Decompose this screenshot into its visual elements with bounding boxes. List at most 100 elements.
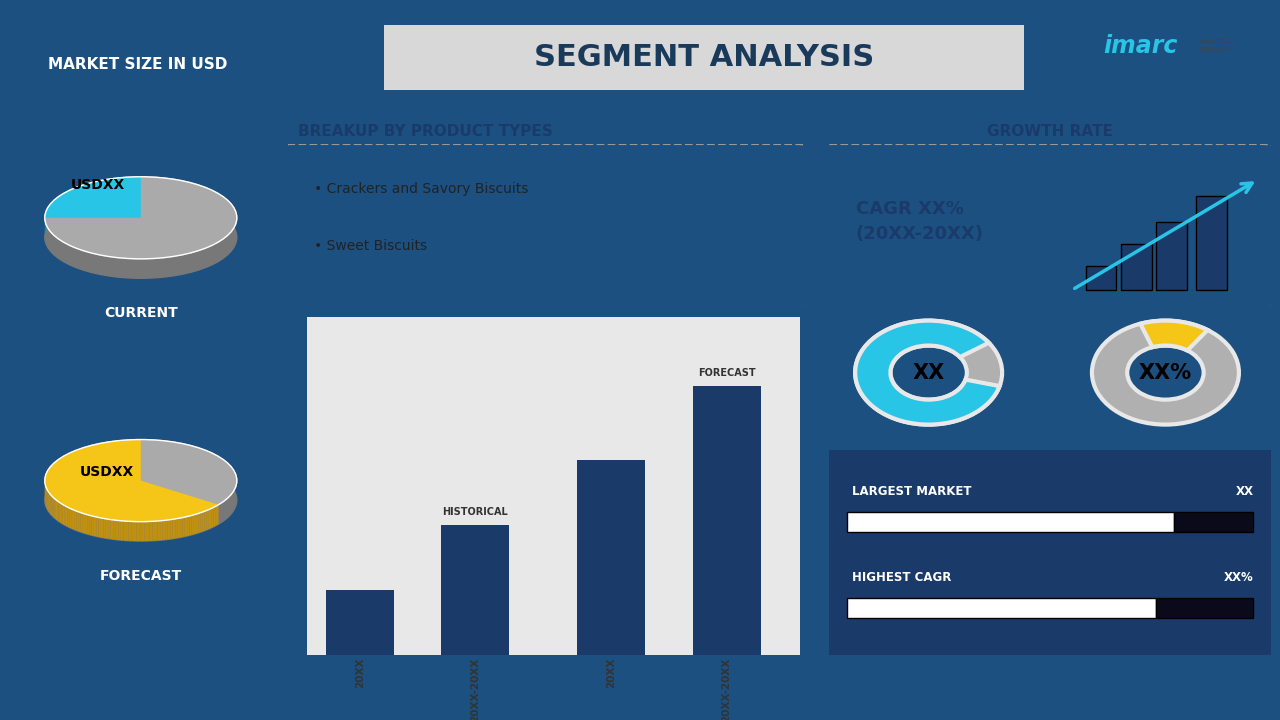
Polygon shape	[93, 444, 95, 464]
Polygon shape	[70, 452, 72, 472]
Ellipse shape	[45, 439, 237, 521]
Polygon shape	[60, 457, 63, 477]
FancyBboxPatch shape	[817, 444, 1280, 662]
Text: USDXX: USDXX	[70, 179, 124, 192]
Polygon shape	[136, 440, 138, 459]
Polygon shape	[99, 518, 101, 537]
Polygon shape	[123, 521, 127, 541]
Polygon shape	[196, 513, 198, 534]
Polygon shape	[210, 508, 211, 528]
Text: SEGMENT ANALYSIS: SEGMENT ANALYSIS	[534, 43, 874, 72]
Polygon shape	[81, 513, 83, 533]
Polygon shape	[134, 521, 137, 541]
Text: • Sweet Biscuits: • Sweet Biscuits	[314, 239, 428, 253]
Polygon shape	[45, 439, 219, 521]
Polygon shape	[45, 176, 141, 217]
Polygon shape	[120, 441, 123, 460]
FancyBboxPatch shape	[847, 598, 1156, 618]
Polygon shape	[202, 511, 205, 531]
Polygon shape	[192, 515, 193, 535]
Wedge shape	[855, 320, 1002, 425]
FancyBboxPatch shape	[352, 22, 1056, 93]
Polygon shape	[72, 509, 73, 529]
Polygon shape	[127, 521, 129, 541]
Polygon shape	[140, 521, 142, 541]
Text: MARKET SIZE IN USD: MARKET SIZE IN USD	[47, 58, 228, 72]
Polygon shape	[63, 505, 64, 525]
Polygon shape	[215, 505, 216, 526]
Polygon shape	[100, 443, 102, 463]
Polygon shape	[109, 519, 111, 539]
Text: HIGHEST CAGR: HIGHEST CAGR	[851, 571, 951, 584]
Polygon shape	[165, 520, 168, 540]
Polygon shape	[113, 520, 115, 540]
Wedge shape	[855, 320, 1000, 425]
Polygon shape	[102, 443, 105, 462]
Polygon shape	[68, 507, 69, 528]
Polygon shape	[206, 510, 209, 530]
Polygon shape	[81, 448, 82, 468]
Bar	[692, 386, 760, 655]
Polygon shape	[178, 518, 180, 538]
Text: FORECAST: FORECAST	[100, 569, 182, 582]
FancyBboxPatch shape	[847, 511, 1174, 532]
Polygon shape	[129, 521, 132, 541]
Polygon shape	[150, 521, 152, 541]
Polygon shape	[155, 521, 157, 541]
Polygon shape	[111, 520, 113, 539]
Polygon shape	[58, 459, 59, 480]
Polygon shape	[175, 518, 178, 539]
Polygon shape	[69, 508, 72, 528]
Text: CURRENT: CURRENT	[104, 306, 178, 320]
Polygon shape	[74, 510, 77, 531]
Polygon shape	[200, 512, 202, 532]
Text: XX%: XX%	[1139, 363, 1192, 382]
Polygon shape	[88, 446, 91, 466]
Text: USDXX: USDXX	[81, 465, 134, 479]
FancyBboxPatch shape	[1196, 196, 1226, 290]
Polygon shape	[92, 516, 93, 536]
Text: HISTORICAL: HISTORICAL	[442, 507, 508, 517]
Polygon shape	[59, 502, 60, 522]
Polygon shape	[105, 442, 108, 462]
Text: imarc: imarc	[1103, 34, 1178, 58]
Polygon shape	[205, 510, 206, 531]
Ellipse shape	[45, 176, 237, 258]
Polygon shape	[108, 442, 110, 462]
Polygon shape	[93, 516, 96, 536]
Polygon shape	[78, 449, 81, 469]
Polygon shape	[138, 439, 141, 459]
Text: CAGR XX%
(20XX-20XX): CAGR XX% (20XX-20XX)	[856, 200, 984, 243]
Polygon shape	[187, 516, 189, 536]
Polygon shape	[214, 506, 215, 527]
Polygon shape	[128, 440, 131, 459]
FancyBboxPatch shape	[1174, 511, 1253, 532]
Polygon shape	[67, 454, 69, 474]
Text: BREAKUP BY PRODUCT TYPES: BREAKUP BY PRODUCT TYPES	[298, 124, 553, 139]
Polygon shape	[170, 519, 173, 539]
Polygon shape	[58, 500, 59, 521]
Polygon shape	[87, 515, 90, 535]
Polygon shape	[95, 444, 97, 464]
Text: GROWTH RATE: GROWTH RATE	[987, 124, 1114, 139]
Polygon shape	[168, 520, 170, 539]
Polygon shape	[110, 441, 113, 462]
Polygon shape	[67, 506, 68, 526]
Text: LARGEST MARKET: LARGEST MARKET	[851, 485, 972, 498]
Text: XX%: XX%	[1224, 571, 1253, 584]
FancyBboxPatch shape	[1121, 245, 1152, 290]
Polygon shape	[106, 519, 109, 539]
Polygon shape	[115, 441, 118, 461]
Text: XX: XX	[913, 363, 945, 382]
Polygon shape	[77, 511, 79, 531]
Bar	[440, 525, 509, 655]
Polygon shape	[120, 521, 123, 541]
Polygon shape	[96, 517, 99, 537]
Polygon shape	[91, 445, 93, 465]
Polygon shape	[74, 450, 76, 470]
Polygon shape	[63, 456, 64, 477]
Polygon shape	[137, 521, 140, 541]
Polygon shape	[183, 517, 184, 537]
Polygon shape	[56, 460, 58, 480]
Polygon shape	[86, 446, 88, 467]
